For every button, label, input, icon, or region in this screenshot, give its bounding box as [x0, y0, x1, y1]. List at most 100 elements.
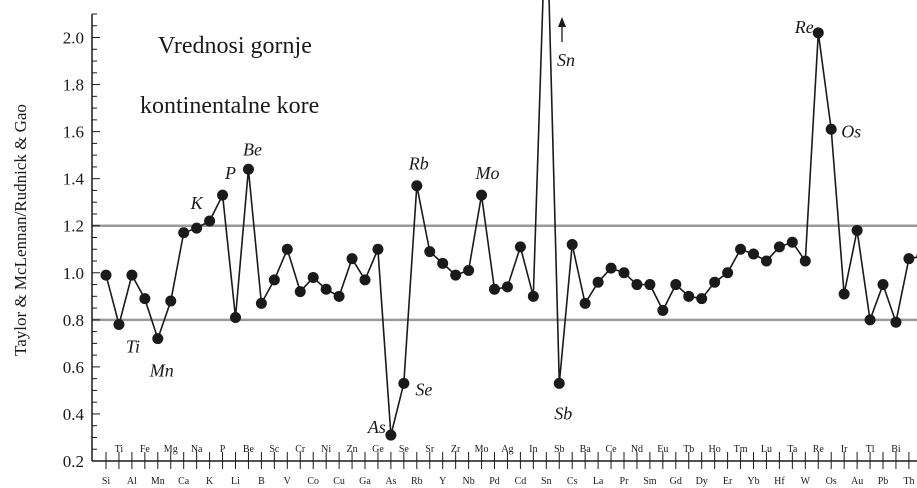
x-tick-label-ge: Ge — [372, 444, 384, 455]
annotation-ti: Ti — [126, 337, 140, 357]
x-tick-label-sr: Sr — [425, 444, 435, 455]
x-tick-label-eu: Eu — [657, 444, 668, 455]
data-point-sc — [268, 274, 280, 286]
data-point-as — [385, 429, 397, 441]
x-tick-label-p: P — [220, 444, 226, 455]
data-point-gd — [670, 279, 682, 291]
y-tick-label: 1.2 — [63, 217, 84, 236]
x-tick-label-pb: Pb — [878, 476, 889, 487]
data-point-nb — [463, 264, 475, 276]
x-tick-label-tm: Tm — [734, 444, 748, 455]
y-tick-label: 0.4 — [63, 405, 85, 424]
annotation-sn: Sn — [557, 50, 575, 70]
x-tick-label-li: Li — [231, 476, 240, 487]
data-point-tb — [683, 290, 695, 302]
x-tick-label-re: Re — [813, 444, 825, 455]
x-tick-label-tb: Tb — [683, 444, 694, 455]
x-tick-label-ba: Ba — [580, 444, 592, 455]
data-point-ba — [579, 297, 591, 309]
annotation-as: As — [367, 417, 386, 437]
data-point-bi — [890, 316, 902, 328]
annotation-re: Re — [794, 17, 814, 37]
x-tick-label-ce: Ce — [605, 444, 617, 455]
y-tick-label: 1.0 — [63, 264, 84, 283]
data-point-rb — [411, 180, 423, 192]
chart-title-line-1: Vrednosi gornje — [158, 33, 312, 59]
data-point-fe — [139, 293, 151, 305]
data-point-yb — [748, 248, 759, 260]
x-tick-label-be: Be — [243, 444, 255, 455]
data-point-mn — [152, 333, 164, 345]
annotations: Ti Mn KP Be As Se Rb Mo Sn Sb Re Os — [126, 17, 861, 437]
x-tick-label-sb: Sb — [554, 444, 565, 455]
data-point-in — [527, 290, 539, 302]
x-tick-label-ti: Ti — [115, 444, 124, 455]
data-point-cd — [514, 241, 526, 253]
y-tick-label: 1.8 — [63, 76, 84, 95]
x-tick-label-ta: Ta — [787, 444, 797, 455]
x-tick-label-er: Er — [723, 476, 733, 487]
data-point-al — [126, 269, 138, 281]
data-point-co — [307, 271, 319, 283]
x-tick-label-ni: Ni — [321, 444, 331, 455]
data-point-eu — [657, 304, 669, 316]
data-point-ir — [838, 288, 850, 300]
x-tick-label-b: B — [258, 476, 265, 487]
data-point-b — [255, 297, 267, 309]
annotation-os: Os — [841, 121, 861, 141]
data-point-w — [799, 255, 811, 267]
x-tick-label-co: Co — [307, 476, 319, 487]
annotation-sb: Sb — [554, 403, 572, 423]
data-point-pd — [489, 283, 500, 295]
annotation-p: P — [224, 163, 236, 183]
x-tick-label-y: Y — [439, 476, 446, 487]
x-tick-label-nd: Nd — [631, 444, 643, 455]
data-point-k — [204, 215, 216, 227]
x-tick-label-pd: Pd — [489, 476, 500, 487]
chart-title-line-2: kontinentalne kore — [140, 93, 319, 119]
x-tick-label-dy: Dy — [696, 476, 708, 487]
data-point-na — [191, 222, 203, 234]
data-point-cr — [294, 286, 306, 298]
x-tick-label-al: Al — [127, 476, 137, 487]
y-axis-label: Taylor & McLennan/Rudnick & Gao — [11, 104, 30, 356]
x-tick-label-cu: Cu — [333, 476, 345, 487]
sn-arrow-head — [558, 17, 566, 27]
data-point-la — [592, 276, 604, 288]
data-point-hf — [773, 241, 785, 253]
x-tick-label-w: W — [801, 476, 811, 487]
data-point-sb — [553, 377, 565, 389]
data-point-ta — [786, 236, 798, 248]
x-tick-label-nb: Nb — [462, 476, 474, 487]
data-point-mg — [165, 295, 177, 307]
x-tick-label-zn: Zn — [346, 444, 357, 455]
data-point-cs — [566, 239, 578, 251]
data-point-zn — [346, 253, 358, 265]
x-tick-label-v: V — [284, 476, 292, 487]
x-tick-label-cs: Cs — [567, 476, 578, 487]
data-point-be — [242, 163, 254, 175]
data-point-mo — [476, 189, 488, 201]
data-point-nd — [631, 279, 643, 291]
x-tick-label-tl: Tl — [866, 444, 875, 455]
data-point-ce — [605, 262, 617, 274]
data-point-li — [230, 311, 241, 323]
y-tick-label: 0.2 — [63, 452, 84, 471]
data-point-er — [722, 267, 734, 279]
series — [100, 0, 917, 441]
x-tick-label-hf: Hf — [774, 476, 785, 487]
x-tick-label-in: In — [529, 444, 537, 455]
data-point-re — [812, 27, 824, 39]
x-tick-label-ca: Ca — [178, 476, 190, 487]
x-tick-label-au: Au — [851, 476, 863, 487]
data-point-ti — [113, 319, 125, 331]
annotation-k: K — [190, 193, 204, 213]
annotation-rb: Rb — [408, 154, 429, 174]
data-point-se — [398, 377, 410, 389]
data-point-p — [217, 189, 229, 201]
data-point-zr — [450, 269, 462, 281]
data-point-ge — [372, 243, 384, 255]
x-tick-label-pr: Pr — [620, 476, 630, 487]
x-tick-label-ag: Ag — [501, 444, 513, 455]
